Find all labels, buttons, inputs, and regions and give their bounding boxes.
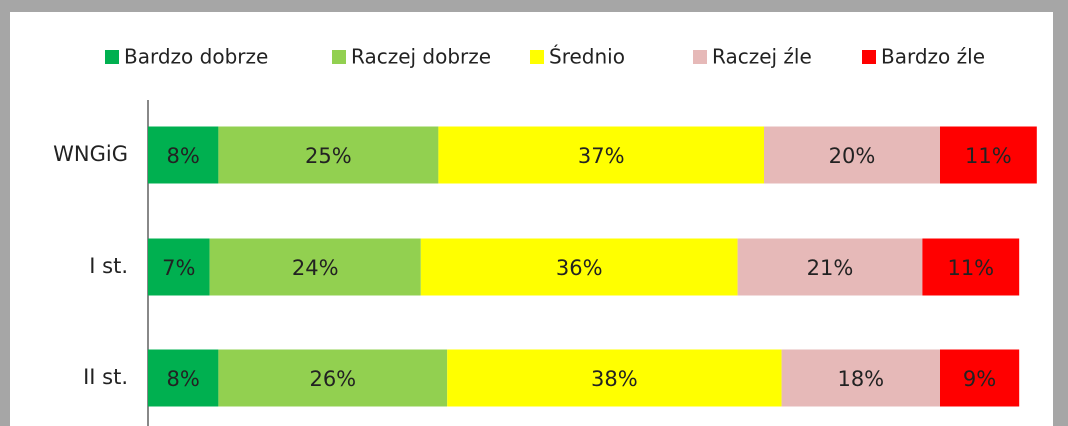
bar-segment [940,126,1037,184]
bar-segment [438,126,764,184]
legend-swatch [105,50,119,64]
bar-segment [447,349,782,407]
data-label: 21% [807,256,854,280]
bar-segment [148,126,219,184]
data-label: 18% [837,367,884,391]
legend-swatch [693,50,707,64]
bar-segment [764,126,940,184]
bar-segment [420,238,738,296]
bar-segment [218,349,448,407]
legend-label: Średnio [549,45,625,69]
y-tick-label: II st. [83,365,128,389]
data-label: 38% [591,367,638,391]
y-tick-label: I st. [89,254,128,278]
legend-label: Raczej źle [712,45,812,69]
legend-swatch [332,50,346,64]
bar-segment [940,349,1020,407]
bar-segment [209,238,421,296]
bar-segment [148,349,219,407]
legend-swatch [862,50,876,64]
y-tick-label: WNGiG [53,142,128,166]
data-label: 9% [963,367,996,391]
data-label: 37% [578,144,625,168]
bar-segment [148,238,210,296]
data-label: 20% [829,144,876,168]
data-label: 8% [167,367,200,391]
legend-label: Bardzo dobrze [124,45,268,69]
legend-label: Bardzo źle [881,45,985,69]
bar-segment [218,126,439,184]
bar-segment [737,238,923,296]
data-label: 7% [162,256,195,280]
data-label: 26% [309,367,356,391]
data-label: 11% [965,144,1012,168]
legend-label: Raczej dobrze [351,45,491,69]
bar-segment [922,238,1020,296]
data-label: 11% [947,256,994,280]
legend-swatch [530,50,544,64]
data-label: 8% [167,144,200,168]
data-label: 24% [292,256,339,280]
data-label: 25% [305,144,352,168]
bar-segment [781,349,940,407]
data-label: 36% [556,256,603,280]
